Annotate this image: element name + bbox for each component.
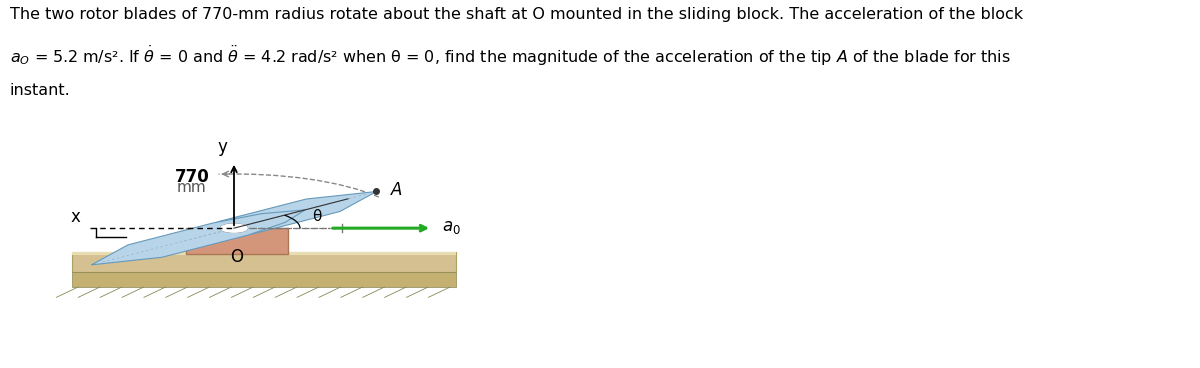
- Text: x: x: [71, 208, 80, 226]
- Text: A: A: [391, 181, 402, 199]
- Text: $a_0$: $a_0$: [442, 219, 461, 236]
- Text: 770: 770: [175, 168, 209, 186]
- Text: The two rotor blades of 770-mm radius rotate about the shaft at O mounted in the: The two rotor blades of 770-mm radius ro…: [10, 7, 1022, 22]
- Text: y: y: [217, 138, 227, 156]
- Bar: [186, 228, 288, 254]
- Circle shape: [221, 224, 247, 232]
- Polygon shape: [163, 191, 377, 247]
- Text: mm: mm: [178, 180, 206, 195]
- Polygon shape: [91, 210, 305, 265]
- Bar: [72, 272, 456, 287]
- Text: $a_O$ = 5.2 m/s². If $\dot{\theta}$ = 0 and $\ddot{\theta}$ = 4.2 rad/s² when θ : $a_O$ = 5.2 m/s². If $\dot{\theta}$ = 0 …: [10, 44, 1010, 68]
- Bar: [72, 252, 456, 255]
- Bar: [72, 252, 456, 272]
- Text: O: O: [230, 248, 242, 266]
- Text: θ: θ: [312, 209, 322, 224]
- Text: instant.: instant.: [10, 83, 71, 98]
